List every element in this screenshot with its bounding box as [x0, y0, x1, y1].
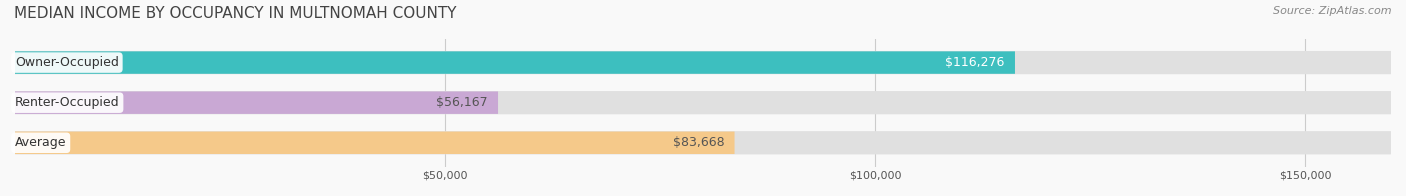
Text: Source: ZipAtlas.com: Source: ZipAtlas.com	[1274, 6, 1392, 16]
Text: $56,167: $56,167	[436, 96, 488, 109]
FancyBboxPatch shape	[15, 91, 1391, 114]
FancyBboxPatch shape	[15, 132, 734, 154]
Text: $83,668: $83,668	[672, 136, 724, 149]
Text: Average: Average	[15, 136, 66, 149]
Text: Renter-Occupied: Renter-Occupied	[15, 96, 120, 109]
FancyBboxPatch shape	[15, 92, 498, 114]
FancyBboxPatch shape	[15, 51, 1391, 74]
Text: Owner-Occupied: Owner-Occupied	[15, 56, 120, 69]
Text: $116,276: $116,276	[945, 56, 1005, 69]
Text: MEDIAN INCOME BY OCCUPANCY IN MULTNOMAH COUNTY: MEDIAN INCOME BY OCCUPANCY IN MULTNOMAH …	[14, 6, 457, 21]
FancyBboxPatch shape	[15, 131, 1391, 154]
FancyBboxPatch shape	[15, 51, 1015, 74]
